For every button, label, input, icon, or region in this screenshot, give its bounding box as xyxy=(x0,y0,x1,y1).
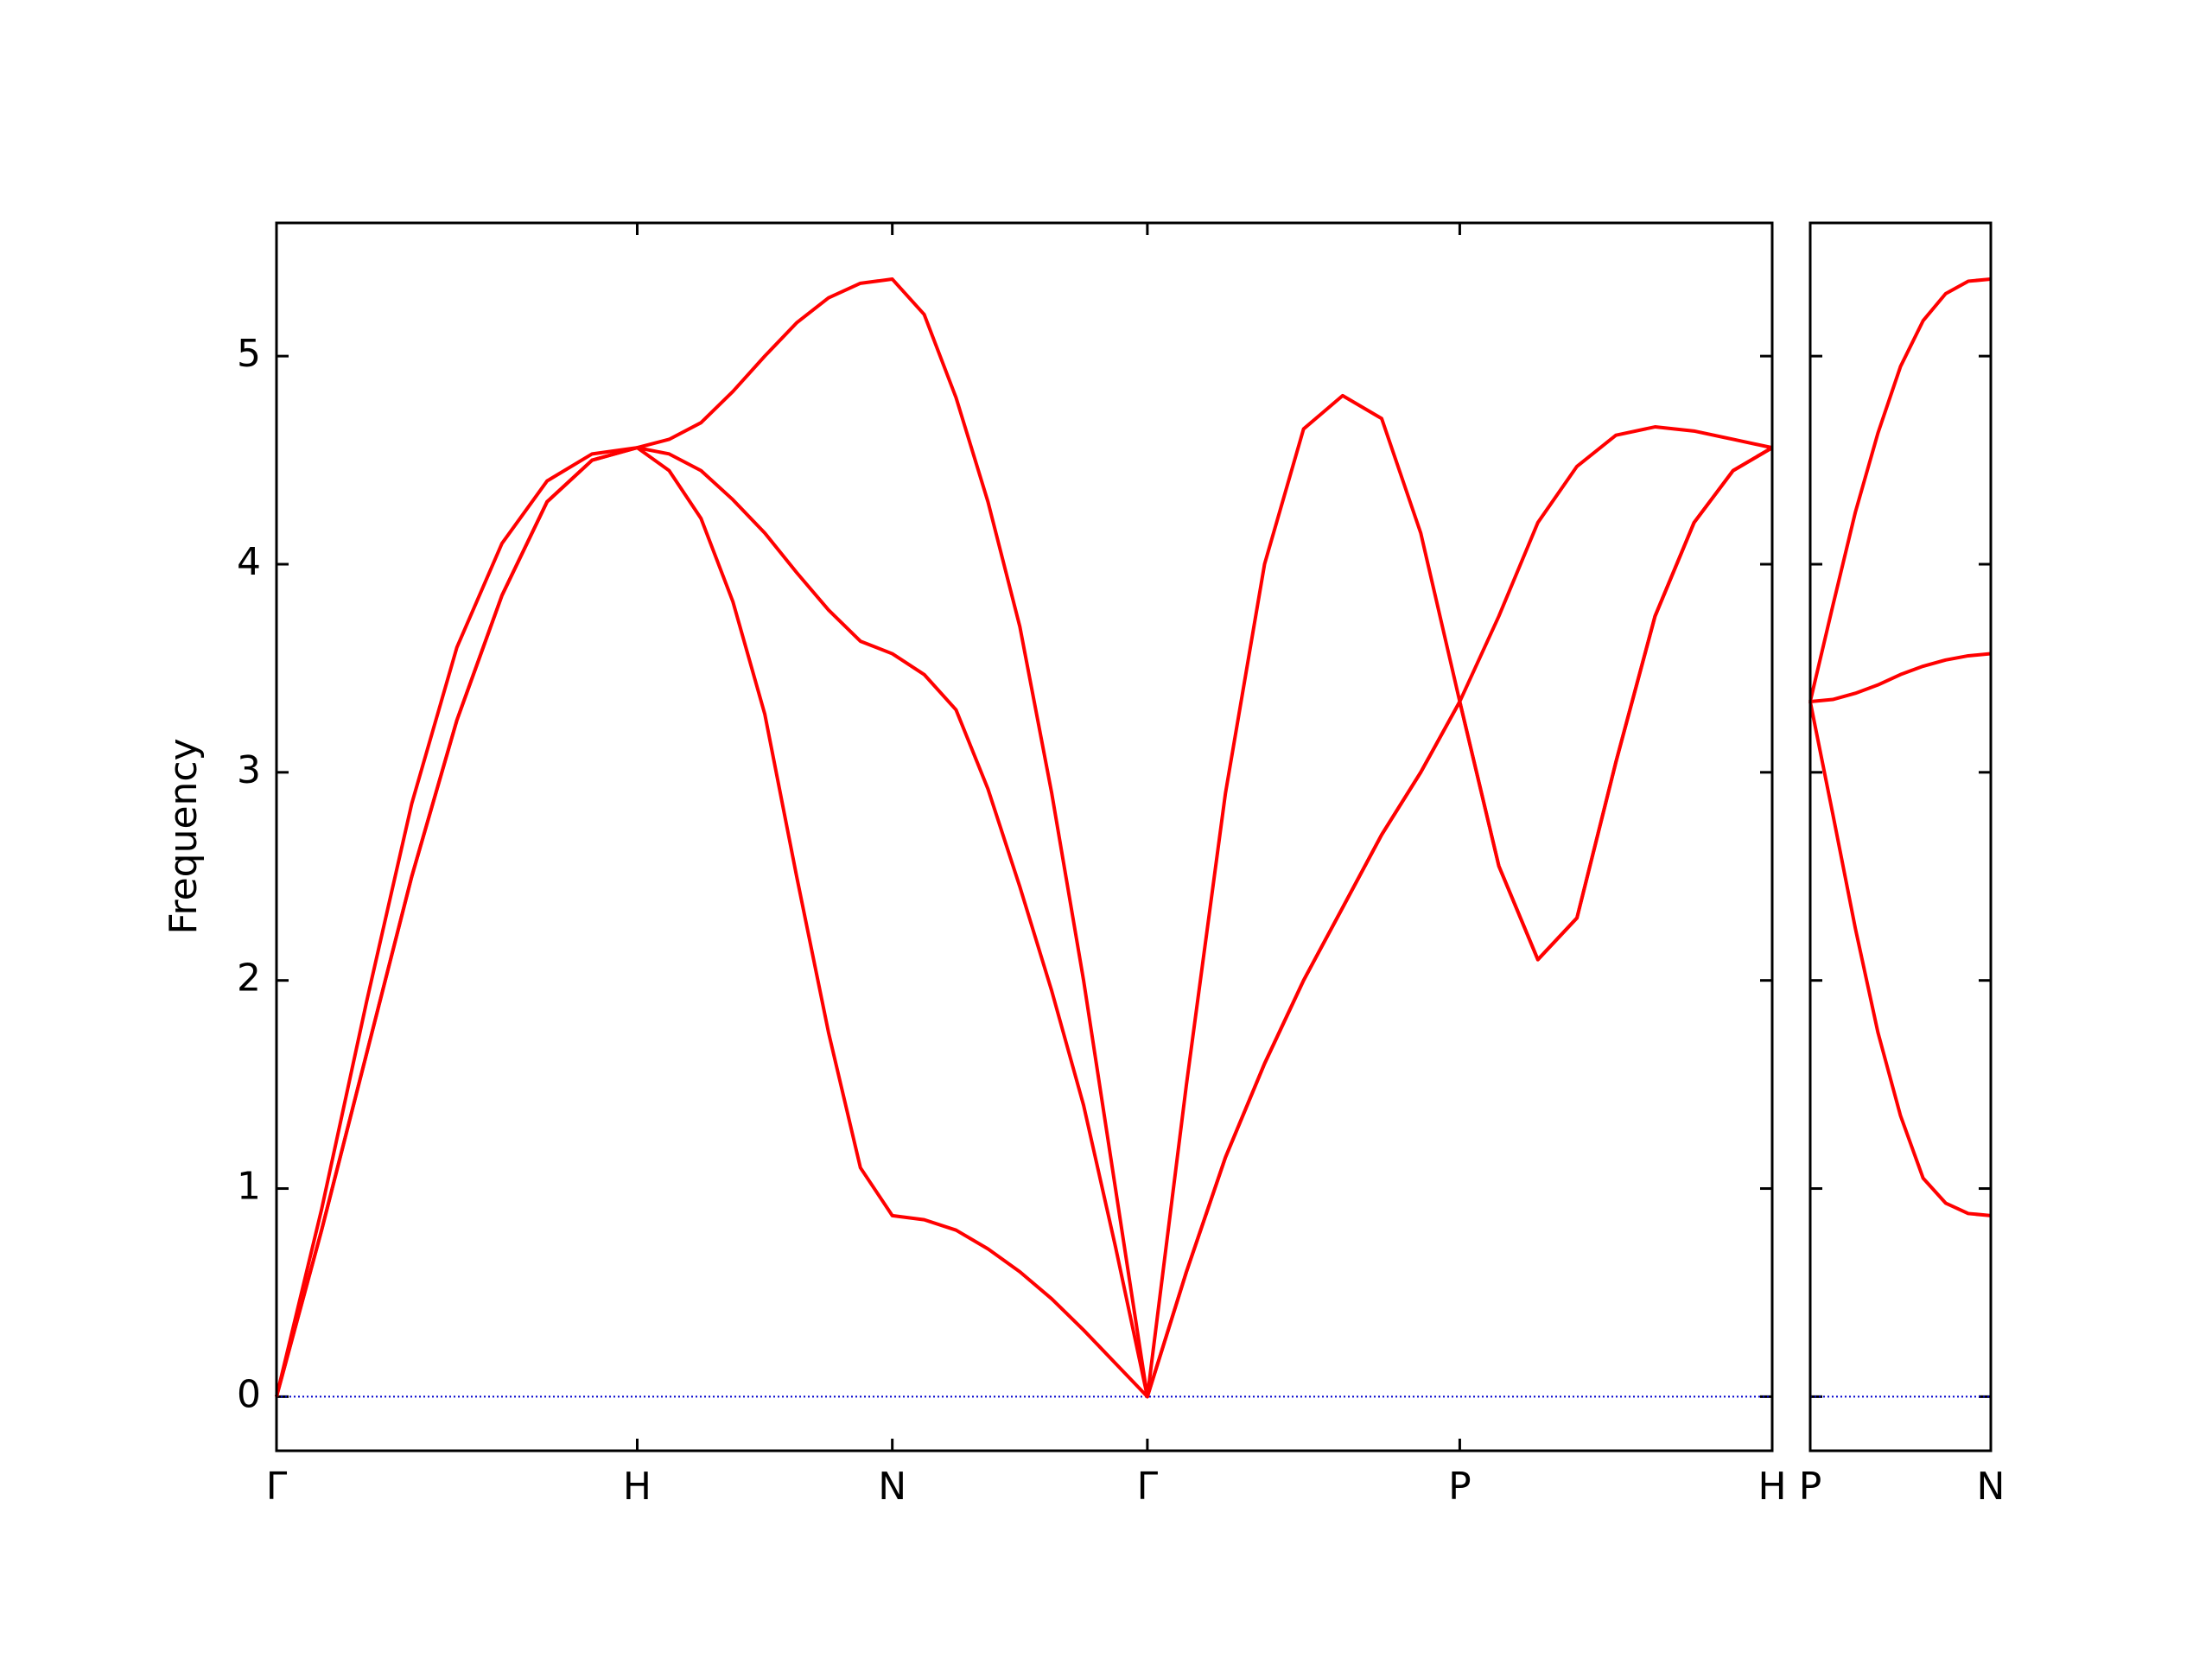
y-tick-label: 5 xyxy=(237,332,261,376)
y-tick-label: 1 xyxy=(237,1165,261,1209)
x-tick-label: N xyxy=(1977,1465,2005,1509)
band-line xyxy=(275,446,1774,1399)
x-tick-label: P xyxy=(1799,1465,1822,1509)
y-tick-label: 0 xyxy=(237,1372,261,1416)
y-axis-label: Frequency xyxy=(162,738,206,934)
band-line xyxy=(1809,652,1992,703)
x-tick-label: H xyxy=(1758,1465,1786,1509)
x-tick-label: Γ xyxy=(266,1465,288,1509)
band-line xyxy=(275,277,1773,1399)
x-tick-label: Γ xyxy=(1137,1465,1159,1509)
band-line xyxy=(1808,277,1992,702)
band-line xyxy=(275,446,1774,1399)
plot-frame xyxy=(1808,221,1993,1452)
x-tick-label: H xyxy=(623,1465,652,1509)
y-tick-label: 3 xyxy=(237,748,261,792)
x-tick-label: P xyxy=(1448,1465,1471,1509)
band-line xyxy=(1808,701,1992,1217)
y-tick-label: 4 xyxy=(237,540,261,584)
y-tick-label: 2 xyxy=(237,957,261,1001)
x-tick-label: N xyxy=(878,1465,906,1509)
plot-frame xyxy=(275,221,1774,1452)
